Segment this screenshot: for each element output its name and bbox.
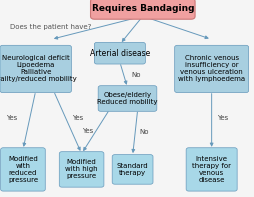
Text: Intensive
therapy for
venous
disease: Intensive therapy for venous disease xyxy=(192,156,230,183)
FancyBboxPatch shape xyxy=(59,152,104,187)
Text: Yes: Yes xyxy=(72,115,83,121)
Text: Does the patient have?: Does the patient have? xyxy=(10,24,91,30)
FancyBboxPatch shape xyxy=(1,148,45,191)
Text: Neurological deficit
Lipoedema
Palliative
Frailty/reduced mobility: Neurological deficit Lipoedema Palliativ… xyxy=(0,55,77,83)
FancyBboxPatch shape xyxy=(94,42,145,64)
Text: No: No xyxy=(131,72,141,78)
FancyBboxPatch shape xyxy=(185,148,236,191)
Text: Yes: Yes xyxy=(82,128,93,134)
Text: Yes: Yes xyxy=(217,115,228,121)
Text: Obese/elderly
Reduced mobility: Obese/elderly Reduced mobility xyxy=(97,92,157,105)
Text: Modified
with
reduced
pressure: Modified with reduced pressure xyxy=(8,156,38,183)
FancyBboxPatch shape xyxy=(0,45,71,93)
FancyBboxPatch shape xyxy=(112,155,152,184)
Text: Standard
therapy: Standard therapy xyxy=(116,163,148,176)
Text: Yes: Yes xyxy=(6,115,17,121)
Text: Chronic venous
insufficiency or
venous ulceration
with lymphoedema: Chronic venous insufficiency or venous u… xyxy=(177,55,244,83)
Text: No: No xyxy=(139,129,148,135)
FancyBboxPatch shape xyxy=(90,0,194,19)
Text: Arterial disease: Arterial disease xyxy=(89,49,149,58)
Text: Modified
with high
pressure: Modified with high pressure xyxy=(65,159,98,179)
FancyBboxPatch shape xyxy=(174,45,248,93)
Text: Requires Bandaging: Requires Bandaging xyxy=(91,4,193,13)
FancyBboxPatch shape xyxy=(98,86,156,111)
